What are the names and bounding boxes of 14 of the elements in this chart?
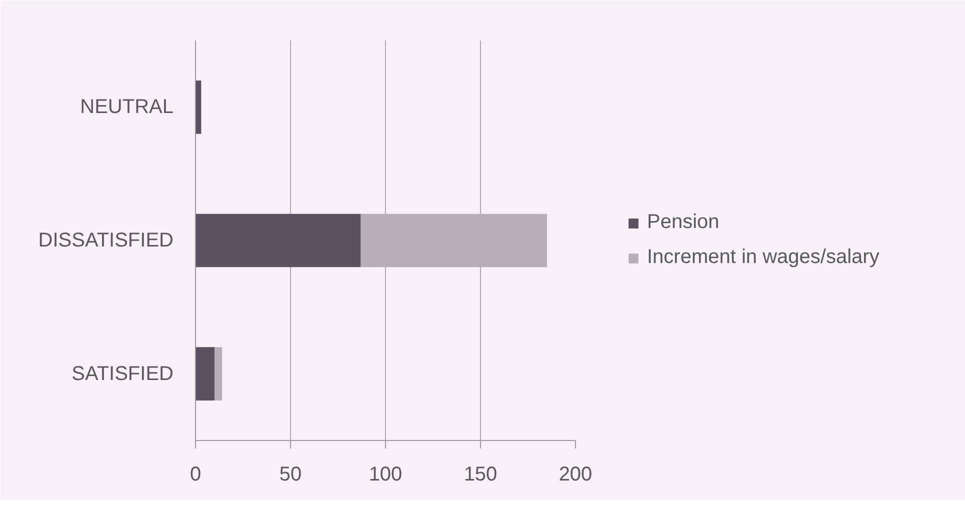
x-tick-label: 200 [558,464,592,486]
x-tick-label: 0 [190,464,202,486]
bar [196,347,214,400]
bar [196,214,361,268]
bar [360,214,547,268]
x-tick-label: 100 [368,464,402,486]
legend-label: Increment in wages/salary [647,246,880,269]
y-tick-label: NEUTRAL [80,96,174,118]
x-tick-label: 150 [464,464,498,486]
y-tick-label: SATISFIED [72,362,174,385]
legend-label: Pension [647,211,720,234]
y-tick-label: DISSATISFIED [38,230,174,252]
x-tick-label: 50 [279,464,302,486]
bar [214,347,222,400]
